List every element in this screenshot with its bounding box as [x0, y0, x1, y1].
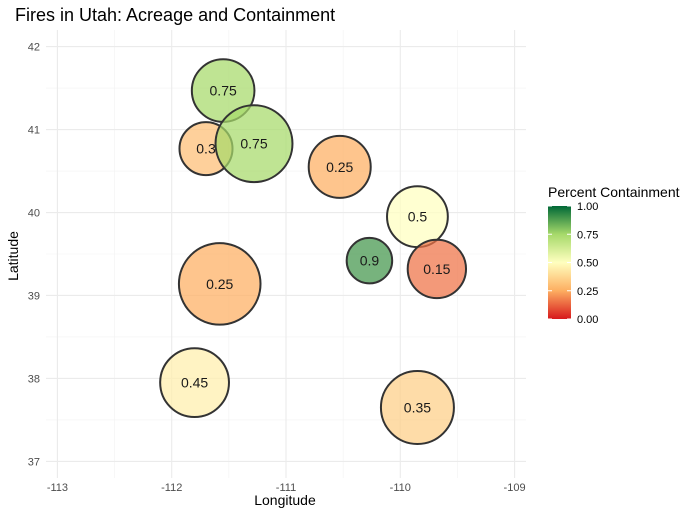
bubble-label: 0.75	[210, 83, 237, 99]
bubble: 0.45	[159, 347, 230, 418]
y-tick-label: 42	[28, 42, 40, 54]
legend: Percent Containment 1.00 0.75 0.50 0.25 0.00	[548, 184, 680, 326]
bubble-label: 0.45	[181, 375, 208, 391]
legend-tick-label: 1.00	[577, 201, 598, 213]
x-tick-label: -111	[276, 482, 296, 494]
legend-title: Percent Containment	[548, 184, 680, 200]
legend-tick-label: 0.25	[577, 286, 598, 298]
bubble-label: 0.25	[206, 276, 233, 292]
y-axis-title: Latitude	[5, 231, 21, 281]
x-tick-label: -112	[161, 482, 182, 494]
x-tick-label: -109	[504, 482, 526, 494]
bubble-label: 0.75	[240, 136, 267, 152]
bubble-circle	[159, 347, 230, 418]
x-tick-label: -113	[47, 482, 68, 494]
bubble: 0.35	[379, 369, 455, 445]
bubbles: 0.75 0.3 0.75 0.25 0.5 0.9 0.15 0.25 0.45 0.35	[159, 58, 468, 445]
y-tick-label: 41	[28, 125, 40, 137]
bubble: 0.15	[406, 238, 468, 300]
bubble: 0.9	[345, 236, 394, 285]
x-tick-label: -110	[390, 482, 411, 494]
y-axis-ticks: 37 38 39 40 41 42	[28, 42, 40, 469]
bubble-label: 0.3	[196, 141, 216, 157]
bubble: 0.75	[214, 104, 294, 184]
y-tick-label: 39	[28, 290, 40, 302]
bubble-label: 0.25	[326, 159, 353, 175]
bubble-label: 0.35	[404, 399, 431, 415]
bubble: 0.75	[190, 58, 256, 123]
legend-tick-label: 0.75	[577, 229, 598, 241]
bubble: 0.25	[177, 242, 262, 326]
bubble-circle	[345, 236, 394, 285]
bubble-circle	[406, 238, 468, 300]
bubble: 0.5	[386, 185, 449, 249]
chart-title: Fires in Utah: Acreage and Containment	[15, 5, 335, 25]
bubble-circle	[379, 369, 455, 445]
y-tick-label: 38	[28, 373, 40, 385]
legend-tick-label: 0.00	[577, 314, 598, 326]
bubble-circle	[177, 242, 262, 326]
legend-ticks: 1.00 0.75 0.50 0.25 0.00	[548, 201, 598, 326]
legend-tick-label: 0.50	[577, 258, 598, 270]
bubble-label: 0.15	[423, 261, 450, 277]
bubble-circle	[214, 104, 294, 184]
y-tick-label: 40	[28, 208, 40, 220]
bubble-label: 0.5	[408, 209, 428, 225]
x-axis-ticks: -113 -112 -111 -110 -109	[47, 482, 526, 494]
legend-colorbar	[548, 206, 571, 319]
y-tick-label: 37	[28, 456, 40, 468]
bubble: 0.25	[307, 134, 372, 199]
bubble-label: 0.9	[360, 253, 380, 269]
bubble-circle	[307, 134, 372, 199]
x-axis-title: Longitude	[254, 492, 316, 508]
